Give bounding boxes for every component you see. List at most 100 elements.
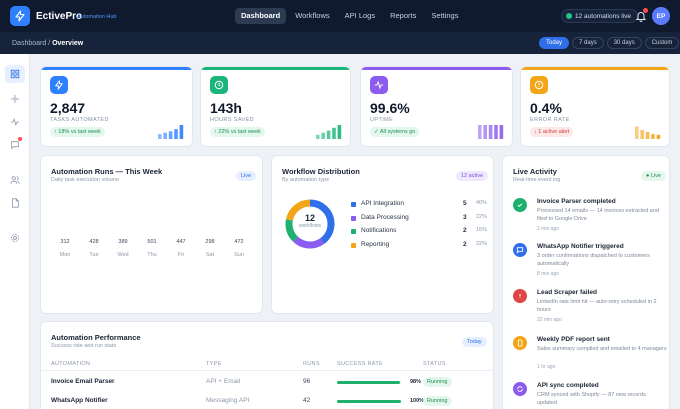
table-row[interactable]: WhatsApp Notifier Messaging API 42 100% Runn…	[41, 396, 493, 409]
nav-reports[interactable]: Reports	[390, 11, 417, 20]
range-custom[interactable]: Custom	[644, 37, 680, 49]
kpi-icon-box	[210, 76, 228, 94]
sidebar-item-documents[interactable]	[5, 194, 25, 212]
nav-workflows[interactable]: Workflows	[295, 11, 330, 20]
sparkline-bar	[163, 132, 167, 139]
success-rate-bar	[337, 400, 401, 403]
legend-count: 2	[463, 227, 467, 234]
check-icon	[517, 203, 523, 208]
activity-description: CRM synced with Shopify — 87 new records…	[537, 392, 646, 406]
activity-time: 22 min ago	[537, 317, 562, 323]
automation-name: WhatsApp Notifier	[51, 397, 108, 404]
live-activity-card: Live Activity Real-time event log ● Live…	[502, 155, 670, 409]
legend-percent: 22%	[476, 213, 488, 220]
sparkline-bar	[494, 125, 498, 139]
sidebar-item-settings[interactable]	[5, 229, 25, 247]
sparkline-bar	[179, 125, 184, 139]
kpi-trend-badge: ↓ 1 active alert	[530, 127, 574, 137]
range-today[interactable]: Today	[539, 37, 570, 49]
kpi-card-tasks[interactable]: 2,847 TASKS AUTOMATED ↑ 18% vs last week	[40, 66, 193, 147]
runs-day-value: 501	[147, 239, 157, 245]
sidebar-item-users[interactable]	[5, 171, 25, 189]
legend-name: Notifications	[361, 227, 397, 234]
sparkline-bar	[174, 129, 178, 139]
sidebar-item-dashboard[interactable]	[5, 65, 25, 83]
messages-badge	[18, 137, 22, 141]
automation-performance-card: Automation Performance Success rate and …	[40, 321, 494, 409]
top-bar: EctivePro Automation Hub Dashboard Workf…	[0, 0, 680, 32]
nav-dashboard[interactable]: Dashboard	[235, 8, 287, 24]
kpi-strip	[361, 67, 512, 70]
legend-swatch	[351, 215, 356, 221]
legend-percent: 40%	[476, 200, 488, 206]
success-rate-fill	[337, 400, 401, 403]
sidebar-item-workflows[interactable]	[5, 90, 25, 108]
column-header-type: TYPE	[206, 361, 222, 367]
logo[interactable]	[10, 6, 30, 26]
legend-count: 2	[463, 240, 467, 248]
donut-segment	[285, 199, 335, 249]
kpi-label: UPTIME	[370, 117, 394, 123]
activity-icon-badge	[513, 198, 527, 212]
automation-type: Messaging API	[206, 397, 250, 404]
sparkline-bar	[326, 130, 331, 139]
runs-day-label: Wed	[117, 252, 129, 258]
performance-title: Automation Performance	[51, 333, 141, 342]
kpi-strip	[521, 67, 669, 70]
pulse-icon	[374, 80, 384, 90]
bell-icon[interactable]	[635, 9, 647, 23]
legend-item: Data Processing 3 22%	[351, 213, 493, 224]
activity-title: Invoice Parser completed	[537, 198, 616, 205]
kpi-value: 0.4%	[530, 100, 562, 116]
sparkline-bar	[483, 125, 487, 139]
runs-day-label: Sat	[205, 252, 215, 258]
activity-title: Weekly PDF report sent	[537, 336, 610, 343]
range-7-days[interactable]: 7 days	[572, 37, 604, 49]
distribution-donut	[285, 199, 335, 249]
avatar[interactable]: EP	[652, 7, 670, 25]
kpi-card-error-rate[interactable]: 0.4% ERROR RATE ↓ 1 active alert	[520, 66, 670, 147]
kpi-trend-badge: ↑ 22% vs last week	[210, 127, 265, 137]
kpi-card-uptime[interactable]: 99.6% UPTIME ✓ All systems go	[360, 66, 513, 147]
table-row[interactable]: Invoice Email Parser API + Email 96 98% Runn…	[41, 377, 493, 390]
kpi-label: TASKS AUTOMATED	[50, 117, 109, 123]
legend-item: API Integration 5 40%	[351, 200, 493, 210]
breadcrumb: Dashboard / Overview	[12, 40, 83, 47]
column-header-automation: AUTOMATION	[51, 361, 91, 367]
activity-description: Sales summary compiled and emailed to 4 …	[537, 346, 667, 352]
runs-day-value: 428	[89, 239, 99, 245]
kpi-trend-badge: ↑ 18% vs last week	[50, 127, 105, 137]
network-icon	[10, 94, 20, 104]
sidebar-item-messages[interactable]	[5, 136, 25, 154]
date-range-selector: Today 7 days 30 days Custom	[539, 37, 680, 49]
kpi-card-hours[interactable]: 143h HOURS SAVED ↑ 22% vs last week	[200, 66, 351, 147]
runs-day-value: 389	[118, 239, 128, 245]
notification-badge	[643, 8, 648, 13]
breadcrumb-parent[interactable]: Dashboard /	[12, 40, 51, 47]
nav-settings[interactable]: Settings	[431, 11, 459, 20]
activity-title: Live Activity	[513, 167, 557, 176]
sparkline-bar	[332, 127, 336, 139]
sidebar	[0, 54, 30, 409]
sparkline-bar	[168, 131, 173, 139]
success-rate-value: 98%	[410, 379, 422, 385]
kpi-icon-box	[50, 76, 68, 94]
activity-subtitle: Real-time event log	[513, 177, 561, 183]
bolt-icon	[15, 10, 25, 22]
live-status-pill: 12 automations live	[561, 9, 639, 23]
sub-bar: Dashboard / Overview Today 7 days 30 day…	[0, 32, 680, 54]
activity-title: Lead Scraper failed	[537, 289, 597, 296]
nav-api-logs[interactable]: API Logs	[344, 11, 376, 20]
sidebar-item-activity[interactable]	[5, 113, 25, 131]
kpi-sparkline	[316, 125, 342, 139]
distribution-subtitle: By automation type	[282, 177, 330, 183]
sparkline-bar	[316, 134, 320, 139]
legend-swatch	[351, 202, 356, 207]
activity-icon-badge	[513, 382, 527, 396]
runs-day-value: 472	[234, 239, 244, 245]
donut-segment	[285, 199, 335, 249]
range-30-days[interactable]: 30 days	[606, 37, 642, 49]
error-icon	[519, 294, 521, 298]
success-rate-bar	[337, 381, 401, 384]
status-badge: Running	[423, 396, 452, 406]
